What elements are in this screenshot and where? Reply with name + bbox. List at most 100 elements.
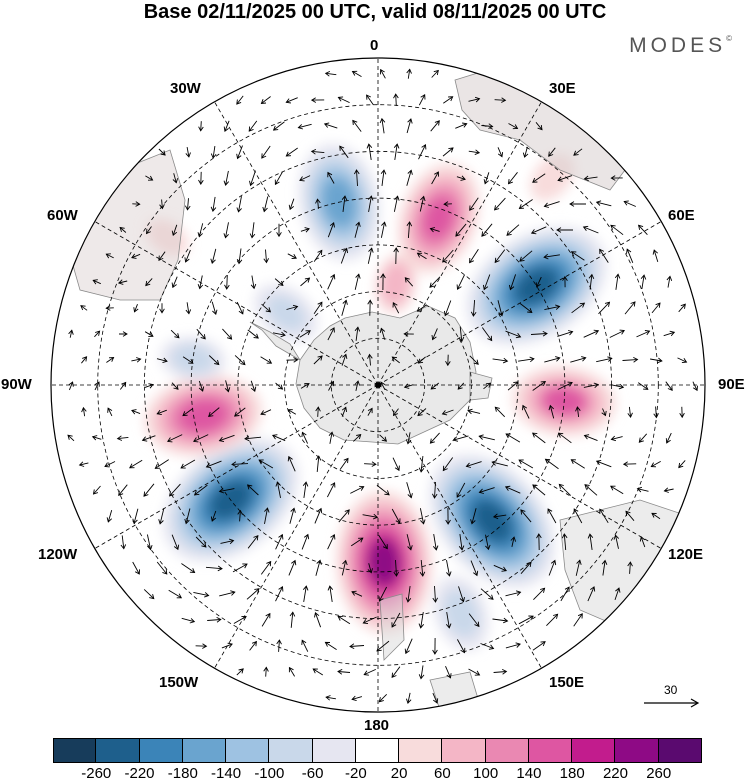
wind-vector bbox=[650, 357, 663, 364]
wind-vector bbox=[181, 617, 196, 624]
wind-vector bbox=[494, 406, 506, 418]
wind-vector bbox=[626, 248, 634, 263]
wind-vector bbox=[260, 356, 273, 364]
wind-vector bbox=[287, 455, 296, 472]
wind-vector bbox=[120, 535, 127, 550]
wind-vector bbox=[315, 406, 321, 417]
wind-vector bbox=[94, 330, 101, 338]
wind-vector bbox=[518, 615, 534, 625]
wind-vector bbox=[314, 507, 323, 524]
anomaly-center bbox=[336, 490, 432, 634]
wind-vectors bbox=[67, 68, 698, 704]
wind-vector bbox=[456, 482, 466, 498]
wind-vector bbox=[587, 533, 594, 550]
wind-vector bbox=[145, 175, 154, 181]
wind-vector bbox=[380, 273, 386, 291]
wind-vector bbox=[313, 301, 323, 315]
wind-vector bbox=[289, 507, 296, 524]
wind-vector bbox=[478, 434, 495, 441]
wind-vector bbox=[145, 226, 152, 235]
wind-vector bbox=[367, 407, 373, 416]
map-title: Base 02/11/2025 00 UTC, valid 08/11/2025… bbox=[143, 1, 607, 23]
wind-vector bbox=[327, 585, 334, 602]
wind-vector bbox=[236, 668, 244, 676]
wind-vector bbox=[431, 328, 438, 341]
wind-vector bbox=[508, 274, 517, 291]
colorbar-segment bbox=[355, 738, 400, 763]
wind-vector bbox=[518, 356, 535, 363]
wind-vector bbox=[218, 434, 235, 443]
wind-vector bbox=[207, 616, 222, 623]
wind-vector bbox=[468, 96, 481, 103]
wind-vector bbox=[544, 304, 561, 311]
colorbar-tick-label: -60 bbox=[301, 765, 324, 782]
wind-vector bbox=[666, 275, 673, 288]
wind-vector bbox=[363, 668, 376, 676]
wind-vector bbox=[571, 302, 586, 314]
wind-vector bbox=[530, 226, 547, 235]
wind-vector bbox=[678, 460, 686, 469]
wind-vector bbox=[264, 507, 270, 524]
wind-vector bbox=[172, 173, 179, 184]
wind-vector bbox=[367, 247, 374, 264]
wind-vector bbox=[141, 435, 156, 442]
colorbar-tick-label: 60 bbox=[434, 765, 451, 782]
wind-vector bbox=[299, 330, 311, 338]
wind-vector bbox=[129, 459, 143, 469]
wind-vector bbox=[78, 461, 89, 467]
wind-vector bbox=[275, 533, 284, 550]
wind-vector bbox=[364, 461, 377, 467]
wind-vector bbox=[506, 224, 520, 236]
wind-vector bbox=[341, 195, 348, 212]
wind-vector bbox=[236, 145, 243, 160]
wind-vector bbox=[405, 586, 412, 603]
wind-vector bbox=[171, 276, 178, 289]
wind-vector bbox=[169, 483, 181, 497]
wind-vector bbox=[508, 123, 519, 130]
colorbar-tick-label: 180 bbox=[559, 765, 585, 782]
wind-vector bbox=[480, 643, 495, 650]
wind-vector bbox=[260, 96, 271, 105]
wind-vector bbox=[220, 538, 235, 545]
wind-vector bbox=[519, 250, 533, 262]
wind-vector bbox=[133, 304, 139, 313]
wind-vector bbox=[584, 484, 598, 496]
wind-vector bbox=[154, 459, 169, 469]
wind-vector bbox=[248, 120, 258, 132]
wind-vector bbox=[613, 534, 620, 549]
wind-vector bbox=[116, 435, 129, 441]
colorbar-segment bbox=[572, 738, 616, 763]
wind-vector bbox=[261, 303, 272, 313]
wind-vector bbox=[337, 668, 351, 675]
wind-vector bbox=[132, 201, 141, 207]
graticule bbox=[51, 58, 705, 712]
wind-vector bbox=[429, 432, 440, 444]
wind-vector bbox=[297, 123, 312, 130]
wind-vector bbox=[250, 380, 257, 393]
wind-vector bbox=[184, 198, 191, 211]
colorbar-frame bbox=[53, 738, 702, 763]
wind-vector bbox=[285, 147, 298, 157]
meridian-line bbox=[214, 101, 379, 386]
wind-vector bbox=[224, 380, 231, 393]
wind-vector bbox=[193, 434, 209, 443]
wind-vector bbox=[276, 639, 282, 652]
wind-vector bbox=[636, 330, 651, 338]
wind-vector bbox=[143, 483, 155, 497]
wind-vector bbox=[480, 588, 494, 600]
wind-vector bbox=[351, 590, 363, 597]
wind-vector bbox=[493, 668, 508, 675]
wind-vector bbox=[598, 301, 611, 315]
wind-vector bbox=[614, 273, 621, 290]
wind-vector bbox=[263, 666, 269, 677]
colorbar-tick-label: 220 bbox=[602, 765, 628, 782]
wind-vector bbox=[312, 668, 324, 676]
wind-vector bbox=[301, 533, 310, 550]
wind-vector bbox=[544, 458, 559, 470]
colorbar-segment bbox=[485, 738, 529, 763]
wind-vector bbox=[378, 535, 388, 550]
colorbar-segment bbox=[226, 738, 270, 763]
wind-vector bbox=[492, 357, 509, 364]
wind-vector bbox=[543, 201, 560, 208]
